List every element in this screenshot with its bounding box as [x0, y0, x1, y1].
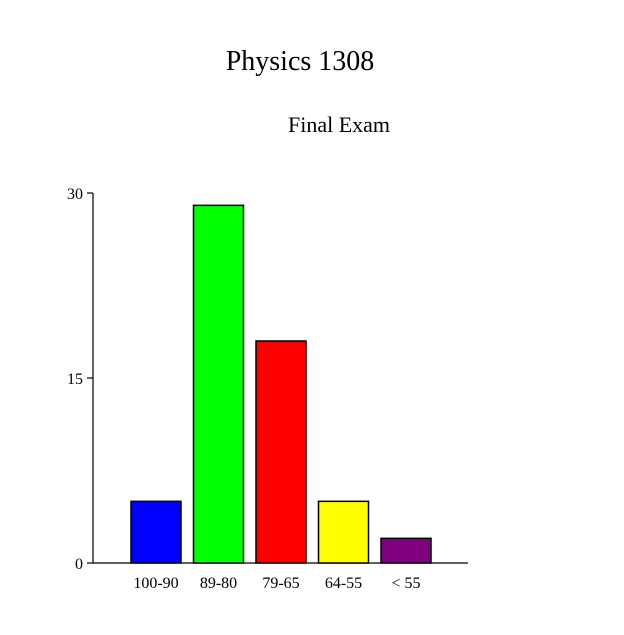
bar	[130, 500, 182, 564]
bars	[130, 204, 432, 564]
bar	[380, 537, 432, 564]
chart-title: Physics 1308	[226, 46, 375, 77]
y-tick-label: 15	[67, 371, 83, 388]
bar	[255, 340, 307, 564]
x-tick-label: 79-65	[262, 575, 299, 592]
x-tick-label: 89-80	[200, 575, 237, 592]
x-tick-labels: 100-90 89-80 79-65 64-55 < 55	[133, 575, 420, 592]
y-ticks: 0 15 30	[67, 186, 93, 573]
bar	[317, 500, 370, 564]
y-tick-label: 0	[75, 556, 83, 573]
y-tick-label: 30	[67, 186, 83, 203]
x-tick-label: 100-90	[133, 575, 178, 592]
x-tick-label: < 55	[391, 575, 420, 592]
x-tick-label: 64-55	[325, 575, 362, 592]
bar	[192, 204, 245, 564]
chart-subtitle: Final Exam	[288, 112, 390, 137]
